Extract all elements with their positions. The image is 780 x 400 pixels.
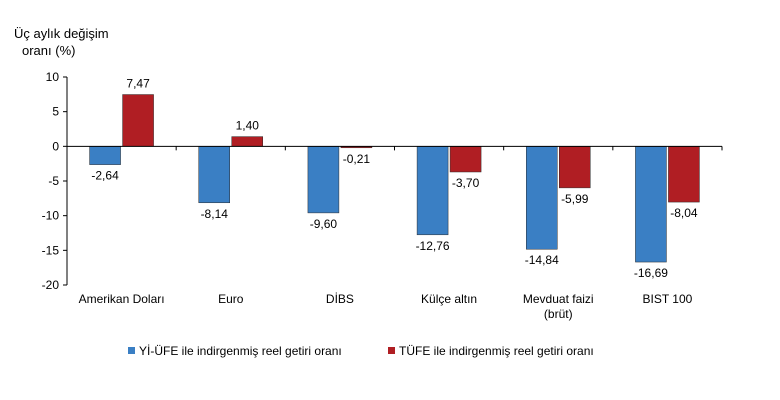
plot-area: 10 5 0 -5 -10 -15 -20 -2,64 -8,14 -9,60 -12,76 -14,… [42, 70, 723, 321]
data-label: 1,40 [236, 119, 260, 133]
bar-series-2-6 [668, 146, 700, 203]
y-tick-label: 0 [52, 139, 59, 153]
category-label: DİBS [326, 292, 354, 306]
bar-series-1-5 [526, 146, 558, 250]
category-label: BIST 100 [643, 292, 693, 306]
y-axis-title-line-2: oranı (%) [22, 43, 75, 58]
y-tick-label: -5 [48, 174, 59, 188]
category-label: (brüt) [544, 307, 573, 321]
bar-series-1-3 [307, 146, 340, 214]
data-label: -5,99 [561, 192, 589, 206]
data-label: -9,60 [310, 217, 338, 231]
bar-series-1-6 [635, 146, 667, 263]
bar-series-1-4 [416, 146, 449, 236]
bar-series-1-2 [198, 146, 230, 204]
category-label: Külçe altın [421, 292, 477, 306]
data-label: 7,47 [126, 77, 150, 91]
y-tick-label: -10 [42, 209, 60, 223]
data-label: -2,64 [91, 169, 119, 183]
y-tick-label: -20 [42, 278, 60, 292]
legend: Yİ-ÜFE ile indirgenmiş reel getiri oranı… [128, 344, 594, 358]
bar-series-2-5 [559, 146, 591, 189]
legend-swatch [388, 347, 395, 354]
legend-swatch [128, 347, 135, 354]
data-label: -8,04 [670, 206, 698, 220]
data-label: -14,84 [525, 253, 559, 267]
category-label: Euro [218, 292, 244, 306]
y-tick-label: 5 [52, 105, 59, 119]
bar-series-1-1 [89, 146, 121, 165]
bar-series-2-4 [449, 146, 482, 173]
data-label: -8,14 [201, 207, 229, 221]
y-axis-title-line-1: Üç aylık değişim [14, 26, 109, 41]
bar-series-2-2 [231, 136, 263, 147]
legend-label: Yİ-ÜFE ile indirgenmiş reel getiri oranı [139, 344, 342, 358]
data-label: -12,76 [416, 239, 450, 253]
data-label: -16,69 [634, 266, 668, 280]
y-tick-label: 10 [46, 70, 60, 84]
y-tick-label: -15 [42, 243, 60, 257]
bar-series-2-1 [122, 94, 154, 147]
category-label: Amerikan Doları [79, 292, 165, 306]
data-label: -0,21 [343, 152, 371, 166]
category-label: Mevduat faizi [523, 292, 594, 306]
legend-label: TÜFE ile indirgenmiş reel getiri oranı [399, 344, 594, 358]
data-label: -3,70 [452, 176, 480, 190]
